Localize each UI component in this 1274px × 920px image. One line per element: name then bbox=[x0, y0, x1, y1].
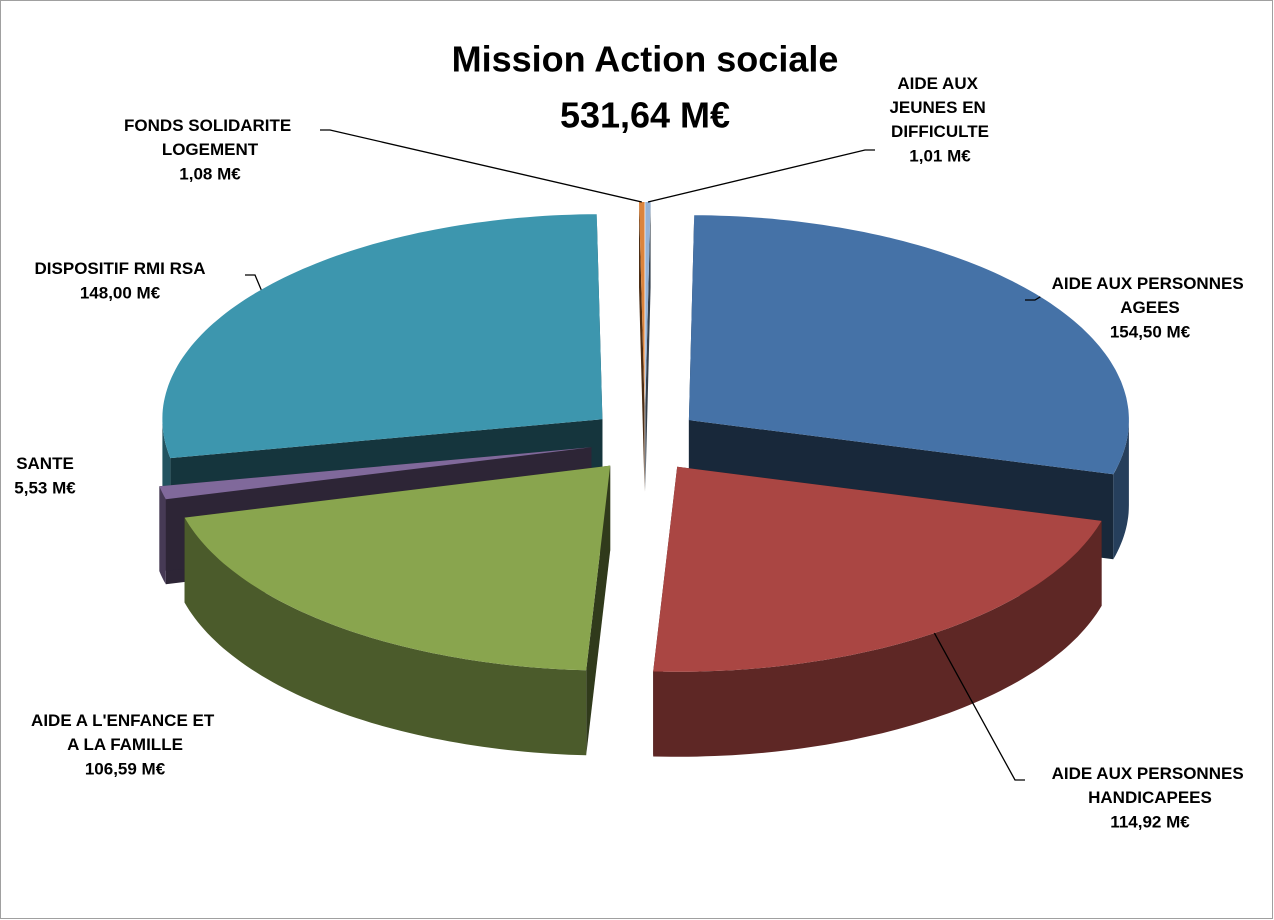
category-label: AIDE AUX PERSONNES AGEES bbox=[1052, 274, 1249, 317]
slice bbox=[184, 465, 611, 756]
slice-top bbox=[162, 214, 603, 459]
slice-side bbox=[653, 520, 1102, 757]
slice-top bbox=[645, 202, 651, 407]
slice-top bbox=[184, 465, 611, 671]
category-label: FONDS SOLIDARITE LOGEMENT bbox=[124, 116, 296, 159]
slice-cut-face bbox=[645, 202, 651, 492]
slice-side bbox=[184, 517, 587, 756]
value-label: 1,08 M€ bbox=[179, 164, 241, 183]
value-label: 114,92 M€ bbox=[1110, 812, 1190, 831]
category-label: AIDE A L'ENFANCE ET A LA FAMILLE bbox=[31, 711, 219, 754]
value-label: 106,59 M€ bbox=[85, 759, 166, 778]
slice bbox=[645, 202, 651, 492]
chart-title: Mission Action sociale bbox=[452, 39, 839, 80]
value-label: 148,00 M€ bbox=[80, 283, 161, 302]
slice-top bbox=[639, 202, 645, 407]
category-label: DISPOSITIF RMI RSA bbox=[35, 259, 206, 278]
slice-top bbox=[653, 466, 1102, 672]
category-label: AIDE AUX PERSONNES HANDICAPEES bbox=[1052, 764, 1249, 807]
value-label: 5,53 M€ bbox=[14, 478, 76, 497]
leader-line bbox=[647, 149, 875, 203]
value-label: 1,01 M€ bbox=[909, 146, 971, 165]
slice bbox=[653, 466, 1102, 757]
category-label: SANTE bbox=[16, 454, 74, 473]
slice-top bbox=[159, 447, 592, 500]
slice-cut-face bbox=[639, 202, 645, 492]
slice-side bbox=[1113, 420, 1129, 560]
leader-line bbox=[933, 632, 1025, 781]
slice-side bbox=[159, 486, 166, 585]
category-label: AIDE AUX JEUNES EN DIFFICULTE bbox=[889, 74, 990, 141]
slice-top bbox=[688, 215, 1129, 475]
value-label: 154,50 M€ bbox=[1110, 322, 1191, 341]
chart-subtitle: 531,64 M€ bbox=[560, 95, 730, 136]
leader-line bbox=[245, 274, 262, 290]
slice bbox=[639, 202, 645, 492]
leader-line bbox=[320, 129, 642, 203]
leader-line bbox=[1025, 296, 1041, 301]
